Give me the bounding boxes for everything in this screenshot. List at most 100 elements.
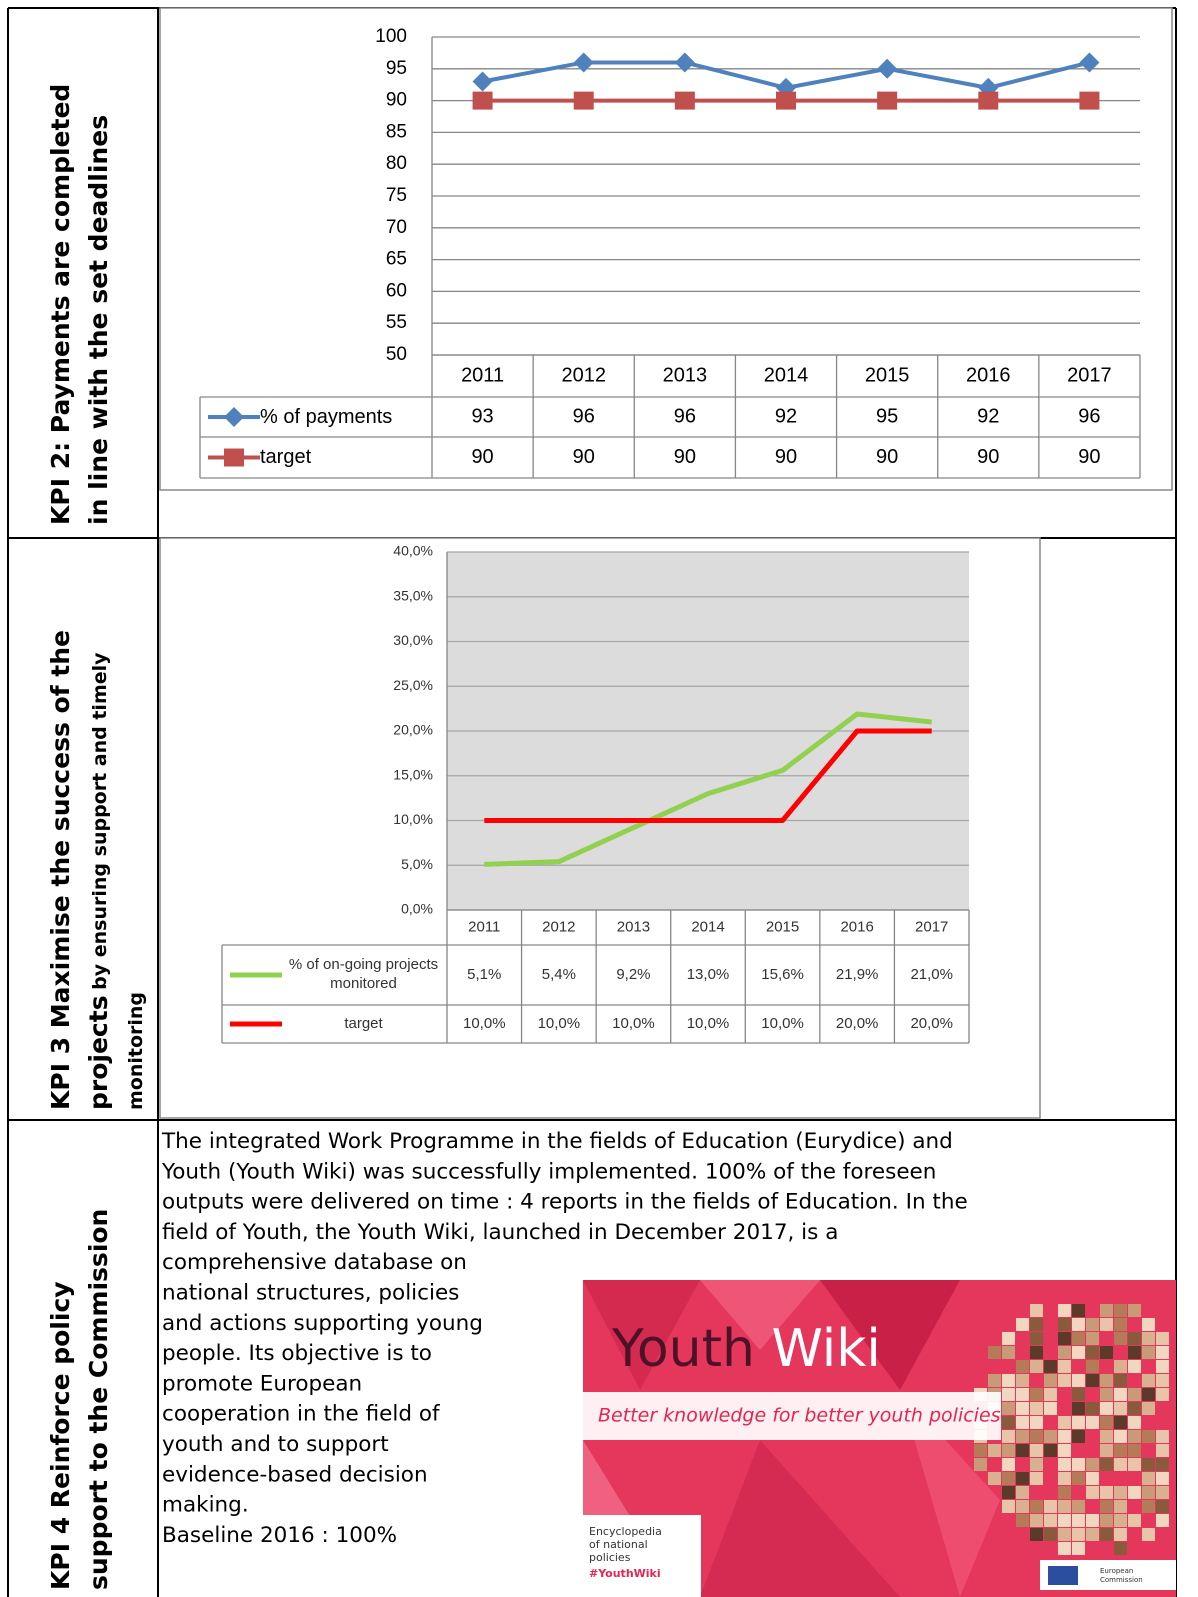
face-tile bbox=[1044, 1514, 1057, 1527]
face-tile bbox=[1030, 1332, 1043, 1345]
face-tile bbox=[1016, 1318, 1029, 1331]
face-tile bbox=[1114, 1360, 1127, 1373]
paragraph-line: national structures, policies bbox=[162, 1281, 459, 1306]
face-tile bbox=[1156, 1472, 1169, 1485]
table-value: 90 bbox=[573, 446, 595, 468]
face-tile bbox=[1156, 1500, 1169, 1513]
table-value: 96 bbox=[1078, 405, 1100, 427]
image-box bbox=[583, 1515, 701, 1597]
face-tile bbox=[1044, 1528, 1057, 1541]
point bbox=[877, 58, 898, 79]
face-tile bbox=[1114, 1318, 1127, 1331]
table-value: 9,2% bbox=[616, 966, 650, 983]
face-tile bbox=[1058, 1472, 1071, 1485]
x-tick-label: 2016 bbox=[840, 918, 873, 935]
face-tile bbox=[1142, 1332, 1155, 1345]
face-tile bbox=[1100, 1402, 1113, 1415]
legend-label: target bbox=[344, 1014, 383, 1032]
legend-marker bbox=[224, 407, 244, 427]
y-tick-label: 95 bbox=[386, 58, 407, 79]
face-tile bbox=[1002, 1472, 1015, 1485]
face-tile bbox=[1142, 1402, 1155, 1415]
face-tile bbox=[1114, 1402, 1127, 1415]
paragraph-line: Youth (Youth Wiki) was successfully impl… bbox=[161, 1159, 936, 1184]
face-tile bbox=[1128, 1514, 1141, 1527]
x-tick-label: 2014 bbox=[764, 364, 809, 386]
face-tile bbox=[1030, 1388, 1043, 1401]
x-tick-label: 2015 bbox=[865, 364, 910, 386]
face-tile bbox=[1044, 1388, 1057, 1401]
face-tile bbox=[1142, 1374, 1155, 1387]
y-tick-label: 70 bbox=[386, 217, 407, 238]
face-tile bbox=[1128, 1346, 1141, 1359]
y-tick-label: 25,0% bbox=[393, 677, 433, 693]
x-tick-label: 2011 bbox=[468, 918, 500, 935]
tagline-strip bbox=[583, 1392, 1001, 1440]
face-tile bbox=[1058, 1514, 1071, 1527]
face-tile bbox=[1156, 1514, 1169, 1527]
row-label: KPI 2: Payments are completed bbox=[46, 84, 75, 525]
face-tile bbox=[1114, 1374, 1127, 1387]
series-line bbox=[484, 728, 932, 823]
face-tile bbox=[1044, 1430, 1057, 1443]
face-tile bbox=[1016, 1416, 1029, 1429]
face-tile bbox=[1072, 1472, 1085, 1485]
face-tile bbox=[1030, 1472, 1043, 1485]
face-tile bbox=[1086, 1374, 1099, 1387]
row-label-segment: projects bbox=[84, 995, 113, 1110]
x-tick-label: 2013 bbox=[617, 918, 650, 935]
image-title-dark: Youth bbox=[611, 1319, 755, 1379]
table-value: 21,9% bbox=[836, 966, 879, 983]
face-tile bbox=[1058, 1486, 1071, 1499]
x-tick-label: 2012 bbox=[561, 364, 606, 386]
legend-label-box: % of payments bbox=[260, 405, 393, 428]
y-tick-label: 60 bbox=[386, 280, 407, 301]
youth-wiki-image: Youth Wiki Better knowledge for better yo… bbox=[583, 1280, 1176, 1597]
face-tile bbox=[1072, 1318, 1085, 1331]
face-tile bbox=[1072, 1500, 1085, 1513]
face-tile bbox=[1156, 1430, 1169, 1443]
face-tile bbox=[1086, 1458, 1099, 1471]
face-tile bbox=[1156, 1444, 1169, 1457]
paragraph-line: promote European bbox=[162, 1371, 362, 1396]
face-tile bbox=[1086, 1318, 1099, 1331]
table-value: 5,1% bbox=[467, 966, 501, 983]
face-tile bbox=[1016, 1514, 1029, 1527]
x-tick-label: 2017 bbox=[1067, 364, 1112, 386]
face-tile bbox=[1072, 1402, 1085, 1415]
face-tile bbox=[1058, 1458, 1071, 1471]
table-value: 93 bbox=[471, 405, 493, 427]
face-tile bbox=[1128, 1332, 1141, 1345]
face-tile bbox=[1016, 1444, 1029, 1457]
face-tile bbox=[1002, 1332, 1015, 1345]
face-tile bbox=[974, 1444, 987, 1457]
y-tick-label: 75 bbox=[386, 185, 407, 206]
face-tile bbox=[1114, 1514, 1127, 1527]
face-tile bbox=[1072, 1430, 1085, 1443]
legend-label-box: % of on-going projects monitored bbox=[289, 956, 438, 992]
face-tile bbox=[1030, 1514, 1043, 1527]
legend-label: % of payments bbox=[260, 405, 393, 428]
y-tick-label: 0,0% bbox=[401, 901, 433, 917]
face-tile bbox=[1128, 1304, 1141, 1317]
series-line bbox=[484, 711, 932, 867]
y-tick-label: 35,0% bbox=[393, 587, 433, 603]
face-tile bbox=[1058, 1346, 1071, 1359]
face-tile bbox=[1030, 1500, 1043, 1513]
table-value: 13,0% bbox=[687, 966, 730, 983]
image-facet bbox=[583, 1280, 700, 1390]
face-tile bbox=[1114, 1542, 1127, 1555]
face-tile bbox=[1058, 1444, 1071, 1457]
face-tile bbox=[1044, 1374, 1057, 1387]
face-tile bbox=[1156, 1332, 1169, 1345]
image-title-light: Wiki bbox=[772, 1319, 881, 1379]
face-tile bbox=[1016, 1402, 1029, 1415]
point bbox=[472, 71, 493, 92]
face-tile bbox=[1058, 1318, 1071, 1331]
face-tile bbox=[1058, 1360, 1071, 1373]
face-tile bbox=[1086, 1346, 1099, 1359]
table-value: 10,0% bbox=[761, 1015, 804, 1032]
ec-label: Commission bbox=[1100, 1576, 1143, 1584]
